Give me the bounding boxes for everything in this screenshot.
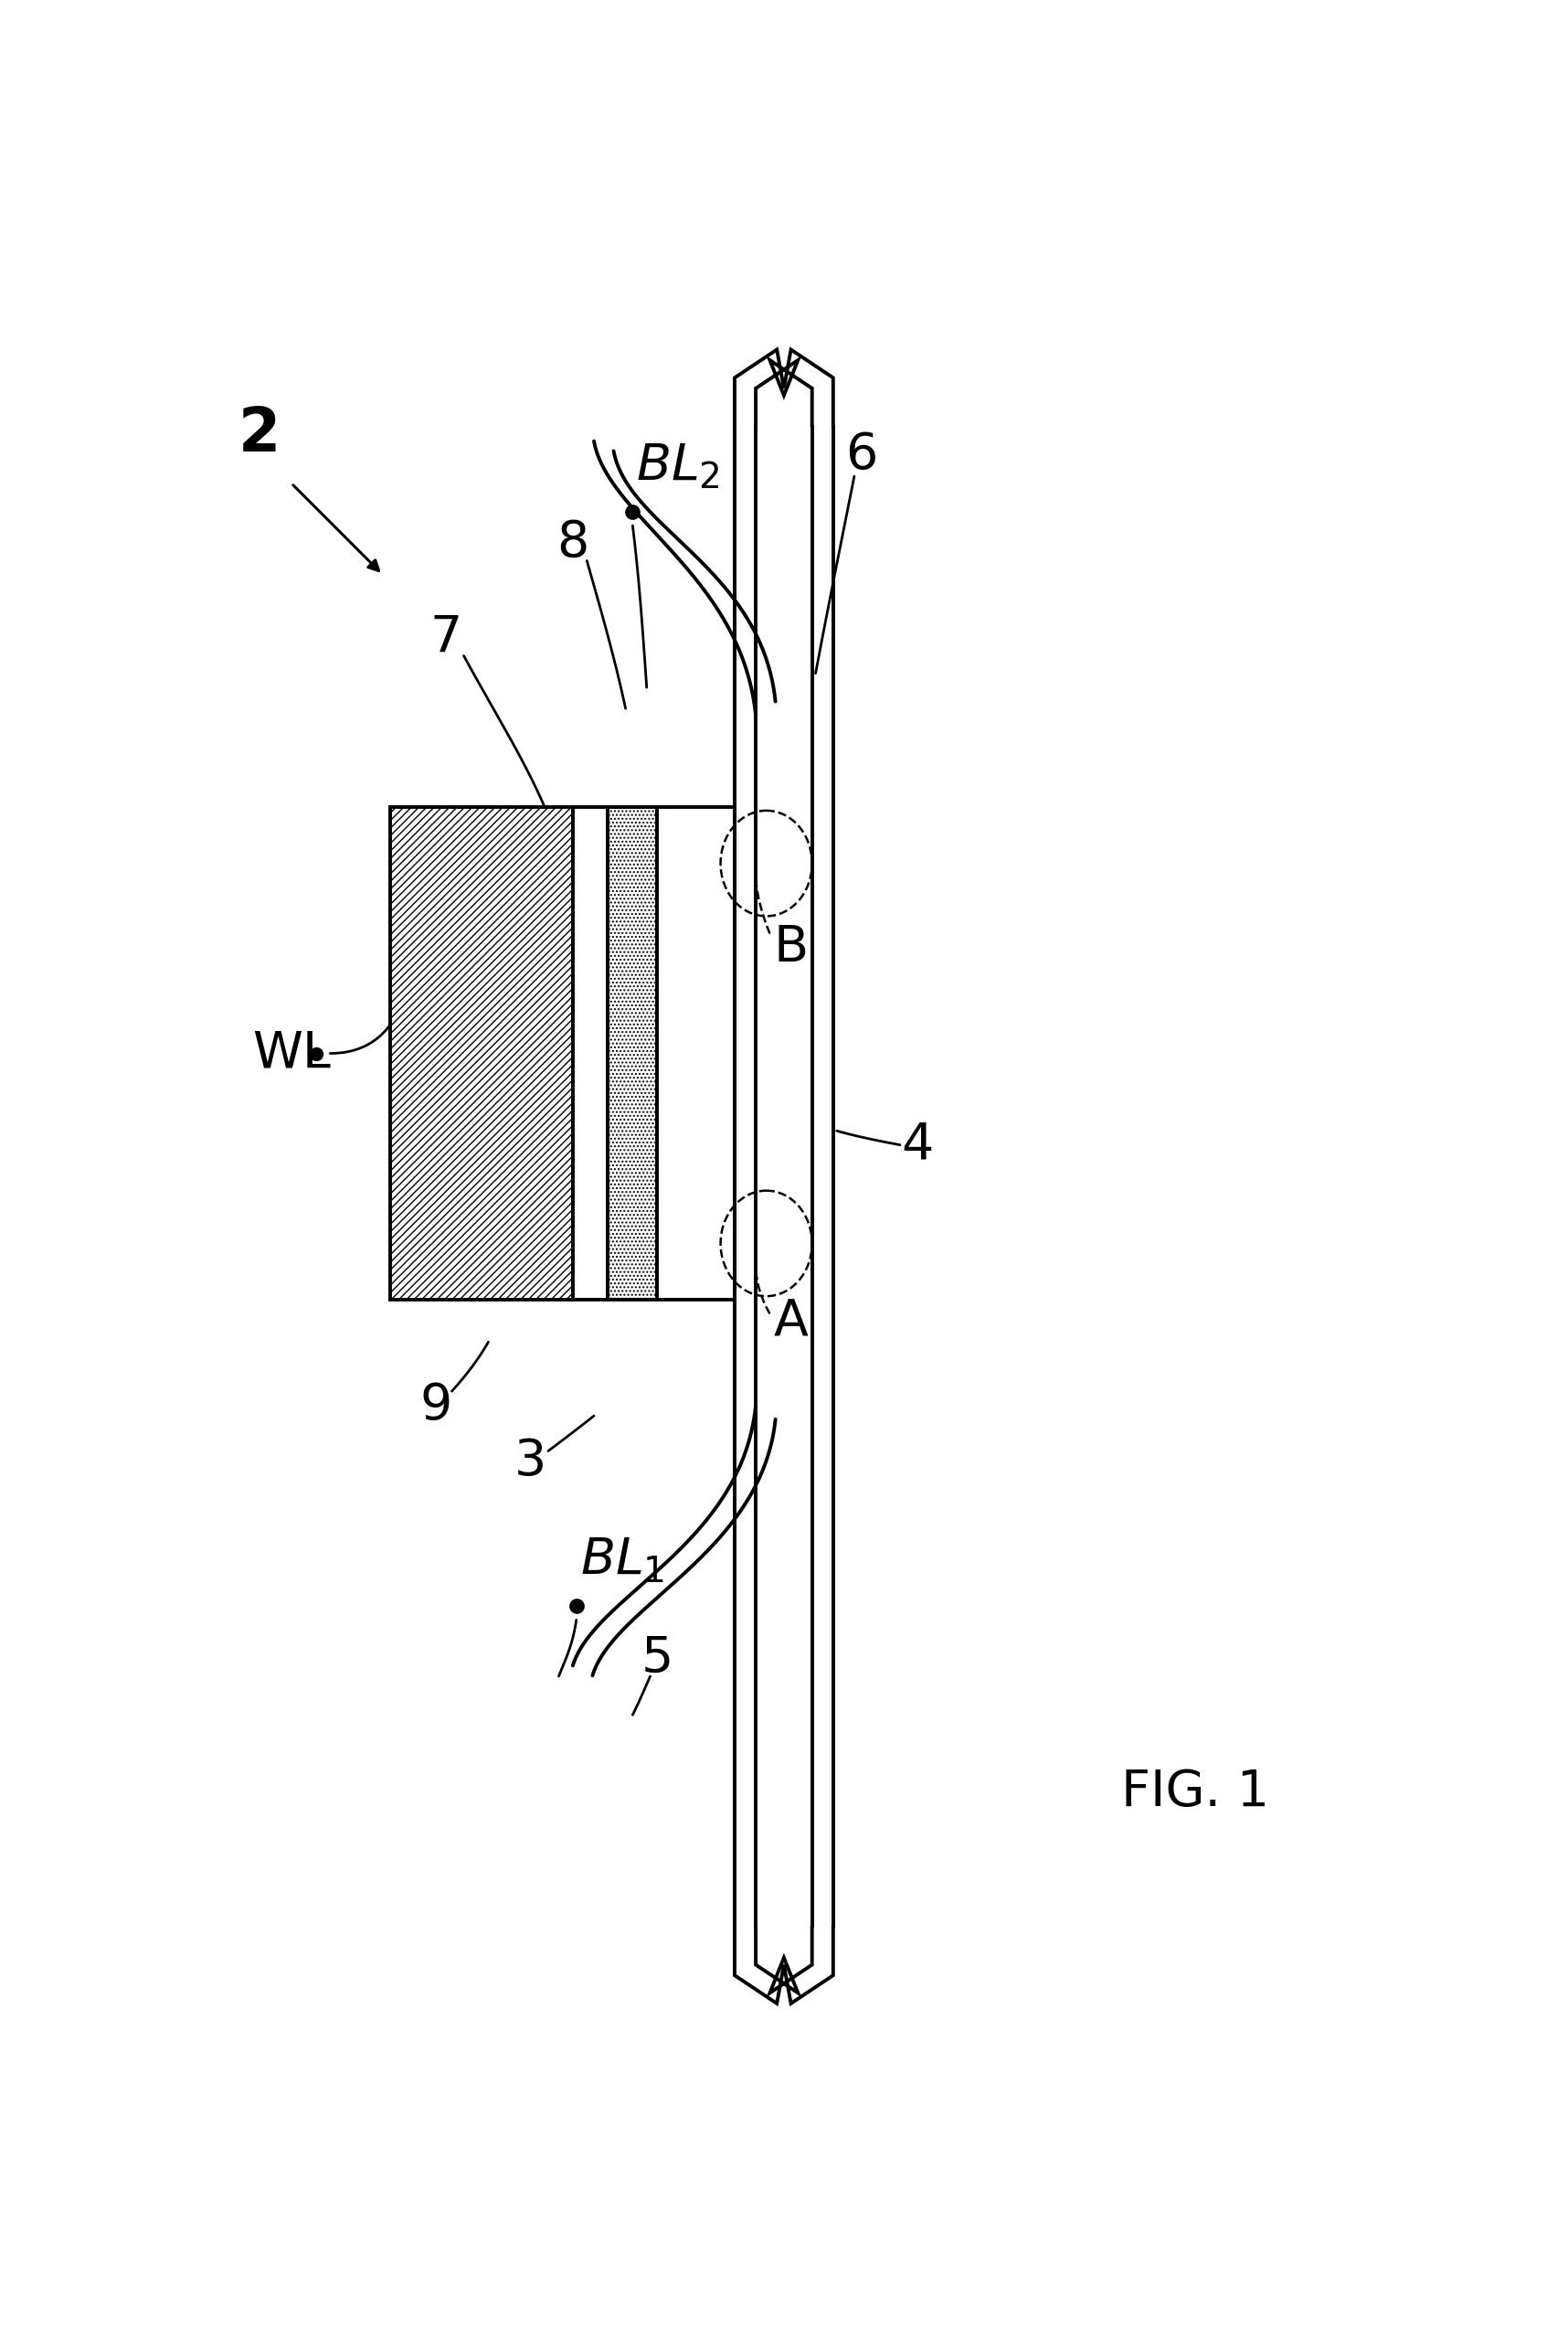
Text: 8: 8 — [557, 519, 590, 568]
Text: 7: 7 — [430, 614, 463, 663]
Text: FIG. 1: FIG. 1 — [1121, 1769, 1270, 1817]
Bar — [572, 807, 608, 1301]
Text: 4: 4 — [902, 1119, 933, 1170]
Text: 2: 2 — [238, 405, 281, 463]
Text: 3: 3 — [514, 1436, 547, 1487]
Bar — [608, 807, 657, 1301]
Text: WL: WL — [252, 1029, 331, 1077]
Text: B: B — [773, 924, 809, 973]
Text: $BL_2$: $BL_2$ — [637, 442, 720, 491]
Text: A: A — [773, 1296, 808, 1345]
Text: $BL_1$: $BL_1$ — [580, 1536, 665, 1585]
Text: 9: 9 — [420, 1380, 452, 1431]
Text: 5: 5 — [641, 1634, 673, 1682]
Text: 6: 6 — [845, 430, 878, 479]
Bar — [657, 807, 735, 1301]
Bar — [390, 807, 572, 1301]
